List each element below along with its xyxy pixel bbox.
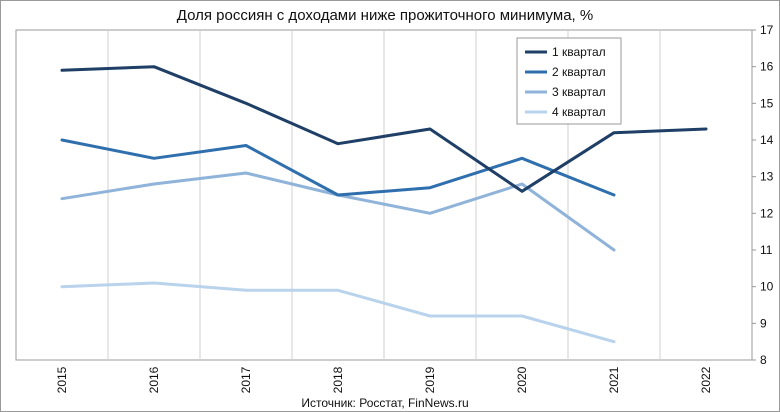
data-point: [428, 314, 432, 318]
data-point: [244, 102, 248, 105]
legend-label: 3 квартал: [552, 85, 606, 99]
data-point: [336, 193, 340, 197]
legend-label: 4 квартал: [552, 105, 606, 119]
x-tick-label: 2017: [239, 366, 253, 393]
y-tick-label: 10: [760, 280, 774, 294]
data-point: [244, 289, 248, 292]
source-note: Источник: Росстат, FinNews.ru: [301, 396, 468, 410]
legend: 1 квартал 2 квартал 3 квартал 4 квартал: [516, 37, 622, 125]
x-tick-label: 2016: [147, 366, 161, 393]
data-point: [520, 157, 524, 160]
x-tick-label: 2022: [699, 366, 713, 393]
data-point: [428, 186, 432, 189]
data-point: [612, 193, 616, 197]
data-point: [428, 212, 432, 215]
data-point: [428, 127, 432, 131]
data-point: [612, 131, 616, 134]
data-point: [244, 171, 248, 175]
data-point: [336, 289, 340, 292]
x-tick-label: 2020: [515, 366, 529, 393]
series-line-1: [60, 65, 708, 193]
data-point: [612, 248, 616, 252]
y-tick-label: 13: [760, 170, 774, 184]
legend-label: 1 квартал: [552, 45, 606, 59]
data-point: [60, 285, 64, 288]
x-tick-label: 2019: [423, 366, 437, 393]
data-point: [60, 197, 64, 200]
y-tick-label: 16: [760, 60, 774, 74]
legend-label: 2 квартал: [552, 65, 606, 79]
data-point: [60, 138, 64, 142]
x-tick-label: 2021: [607, 366, 621, 393]
data-point: [152, 65, 156, 68]
y-tick-label: 17: [760, 23, 774, 37]
data-point: [152, 157, 156, 160]
data-point: [520, 182, 524, 186]
data-point: [60, 69, 64, 72]
data-point: [520, 314, 524, 318]
y-tick-label: 11: [760, 243, 773, 257]
data-point: [704, 127, 708, 131]
data-point: [244, 144, 248, 147]
data-point: [152, 281, 156, 285]
data-point: [612, 340, 616, 343]
x-tick-label: 2018: [331, 366, 345, 393]
chart-title: Доля россиян с доходами ниже прожиточног…: [177, 7, 593, 24]
data-point: [520, 190, 524, 193]
y-tick-label: 8: [760, 353, 767, 367]
data-point: [152, 182, 156, 186]
x-tick-label: 2015: [55, 366, 69, 393]
data-point: [336, 142, 340, 145]
y-tick-label: 9: [760, 316, 767, 330]
y-tick-label: 12: [760, 206, 774, 220]
y-tick-label: 15: [760, 96, 774, 110]
y-tick-label: 14: [760, 133, 774, 147]
plot-area: 8 9 10 11 12 13 14 15 16 17 2015 2016 2017 2018 2019 20…: [15, 23, 774, 393]
